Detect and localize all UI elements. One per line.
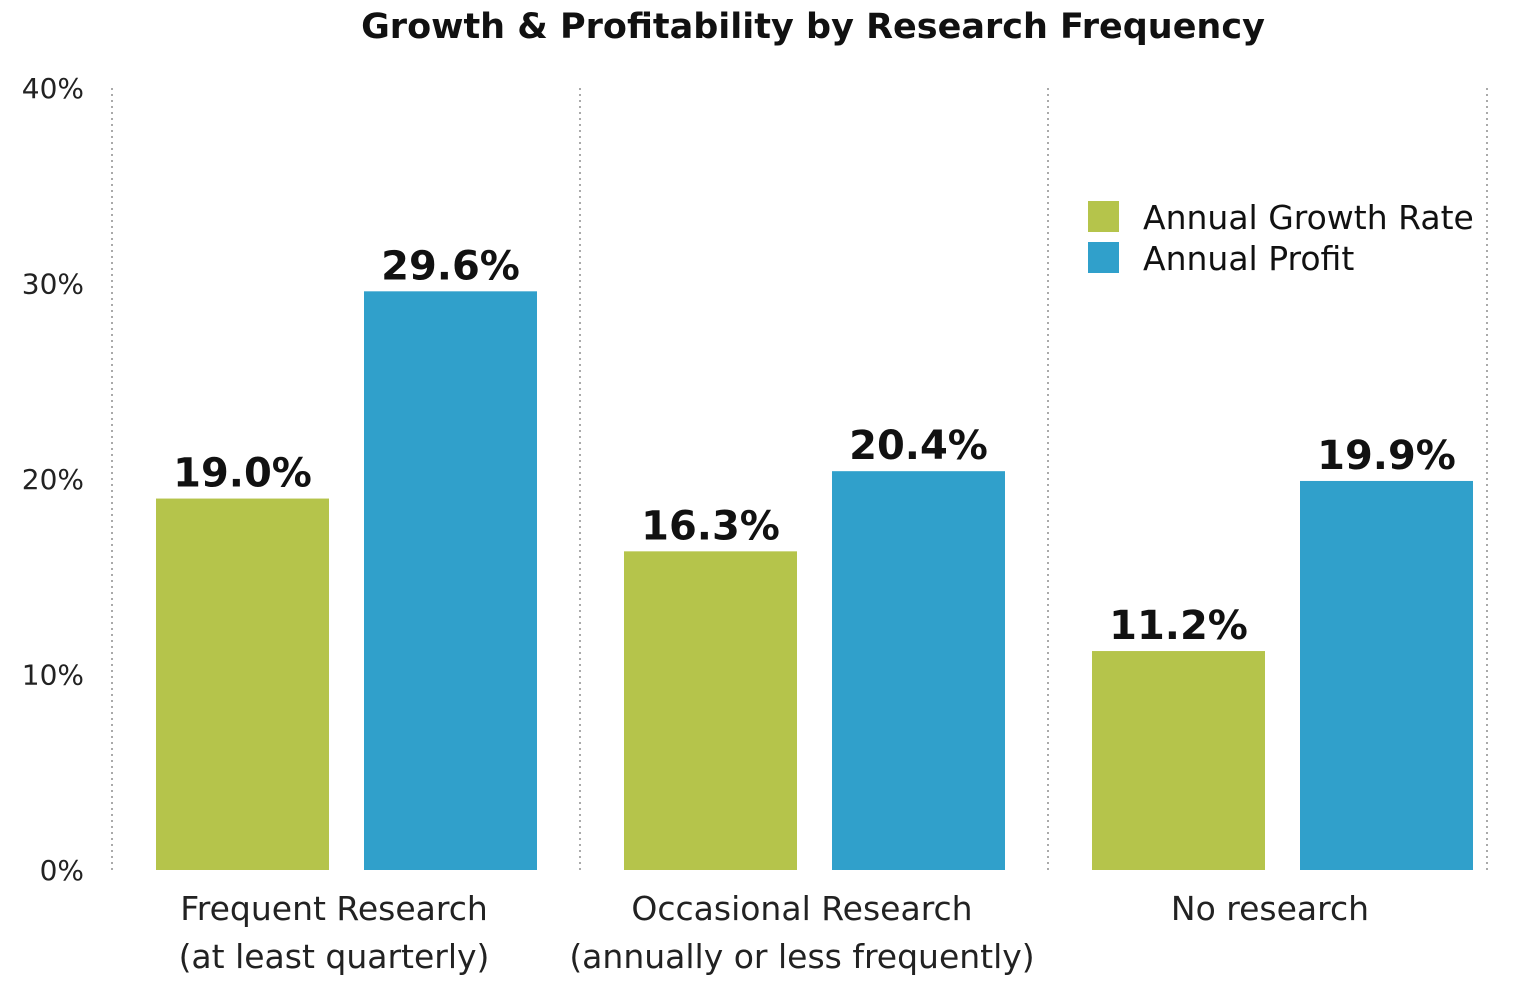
group-separators [111,88,1488,870]
bar-annual-growth-rate [624,551,797,870]
legend-swatch [1088,201,1119,232]
legend-label: Annual Growth Rate [1143,198,1474,237]
x-category-label: Occasional Research [631,889,972,928]
data-label: 19.0% [173,451,312,497]
x-category-label: Frequent Research [180,889,488,928]
y-axis: 0% 10% 20% 30% 40% [22,72,84,887]
legend-swatch [1088,242,1119,273]
bars: 19.0% 29.6% 16.3% 20.4% 11.2% 19.9% [156,243,1473,870]
y-tick-label: 40% [22,72,84,105]
data-label: 16.3% [641,503,780,549]
chart-title: Growth & Profitability by Research Frequ… [361,7,1265,47]
data-label: 29.6% [381,243,520,289]
y-tick-label: 30% [22,268,84,301]
x-category-label: (at least quarterly) [179,937,490,976]
legend-label: Annual Profit [1143,239,1354,278]
data-label: 11.2% [1109,603,1248,649]
bar-annual-growth-rate [156,498,329,870]
x-category-label: (annually or less frequently) [569,937,1034,976]
data-label: 20.4% [849,423,988,469]
category-labels: Frequent Research (at least quarterly) Occ… [179,889,1370,976]
x-category-label: No research [1171,889,1369,928]
y-tick-label: 0% [40,854,84,887]
data-label: 19.9% [1317,433,1456,479]
bar-annual-profit [1300,480,1473,870]
y-tick-label: 20% [22,463,84,496]
bar-annual-growth-rate [1092,651,1265,870]
bar-annual-profit [832,471,1005,870]
y-tick-label: 10% [22,659,84,692]
bar-annual-profit [364,291,537,870]
